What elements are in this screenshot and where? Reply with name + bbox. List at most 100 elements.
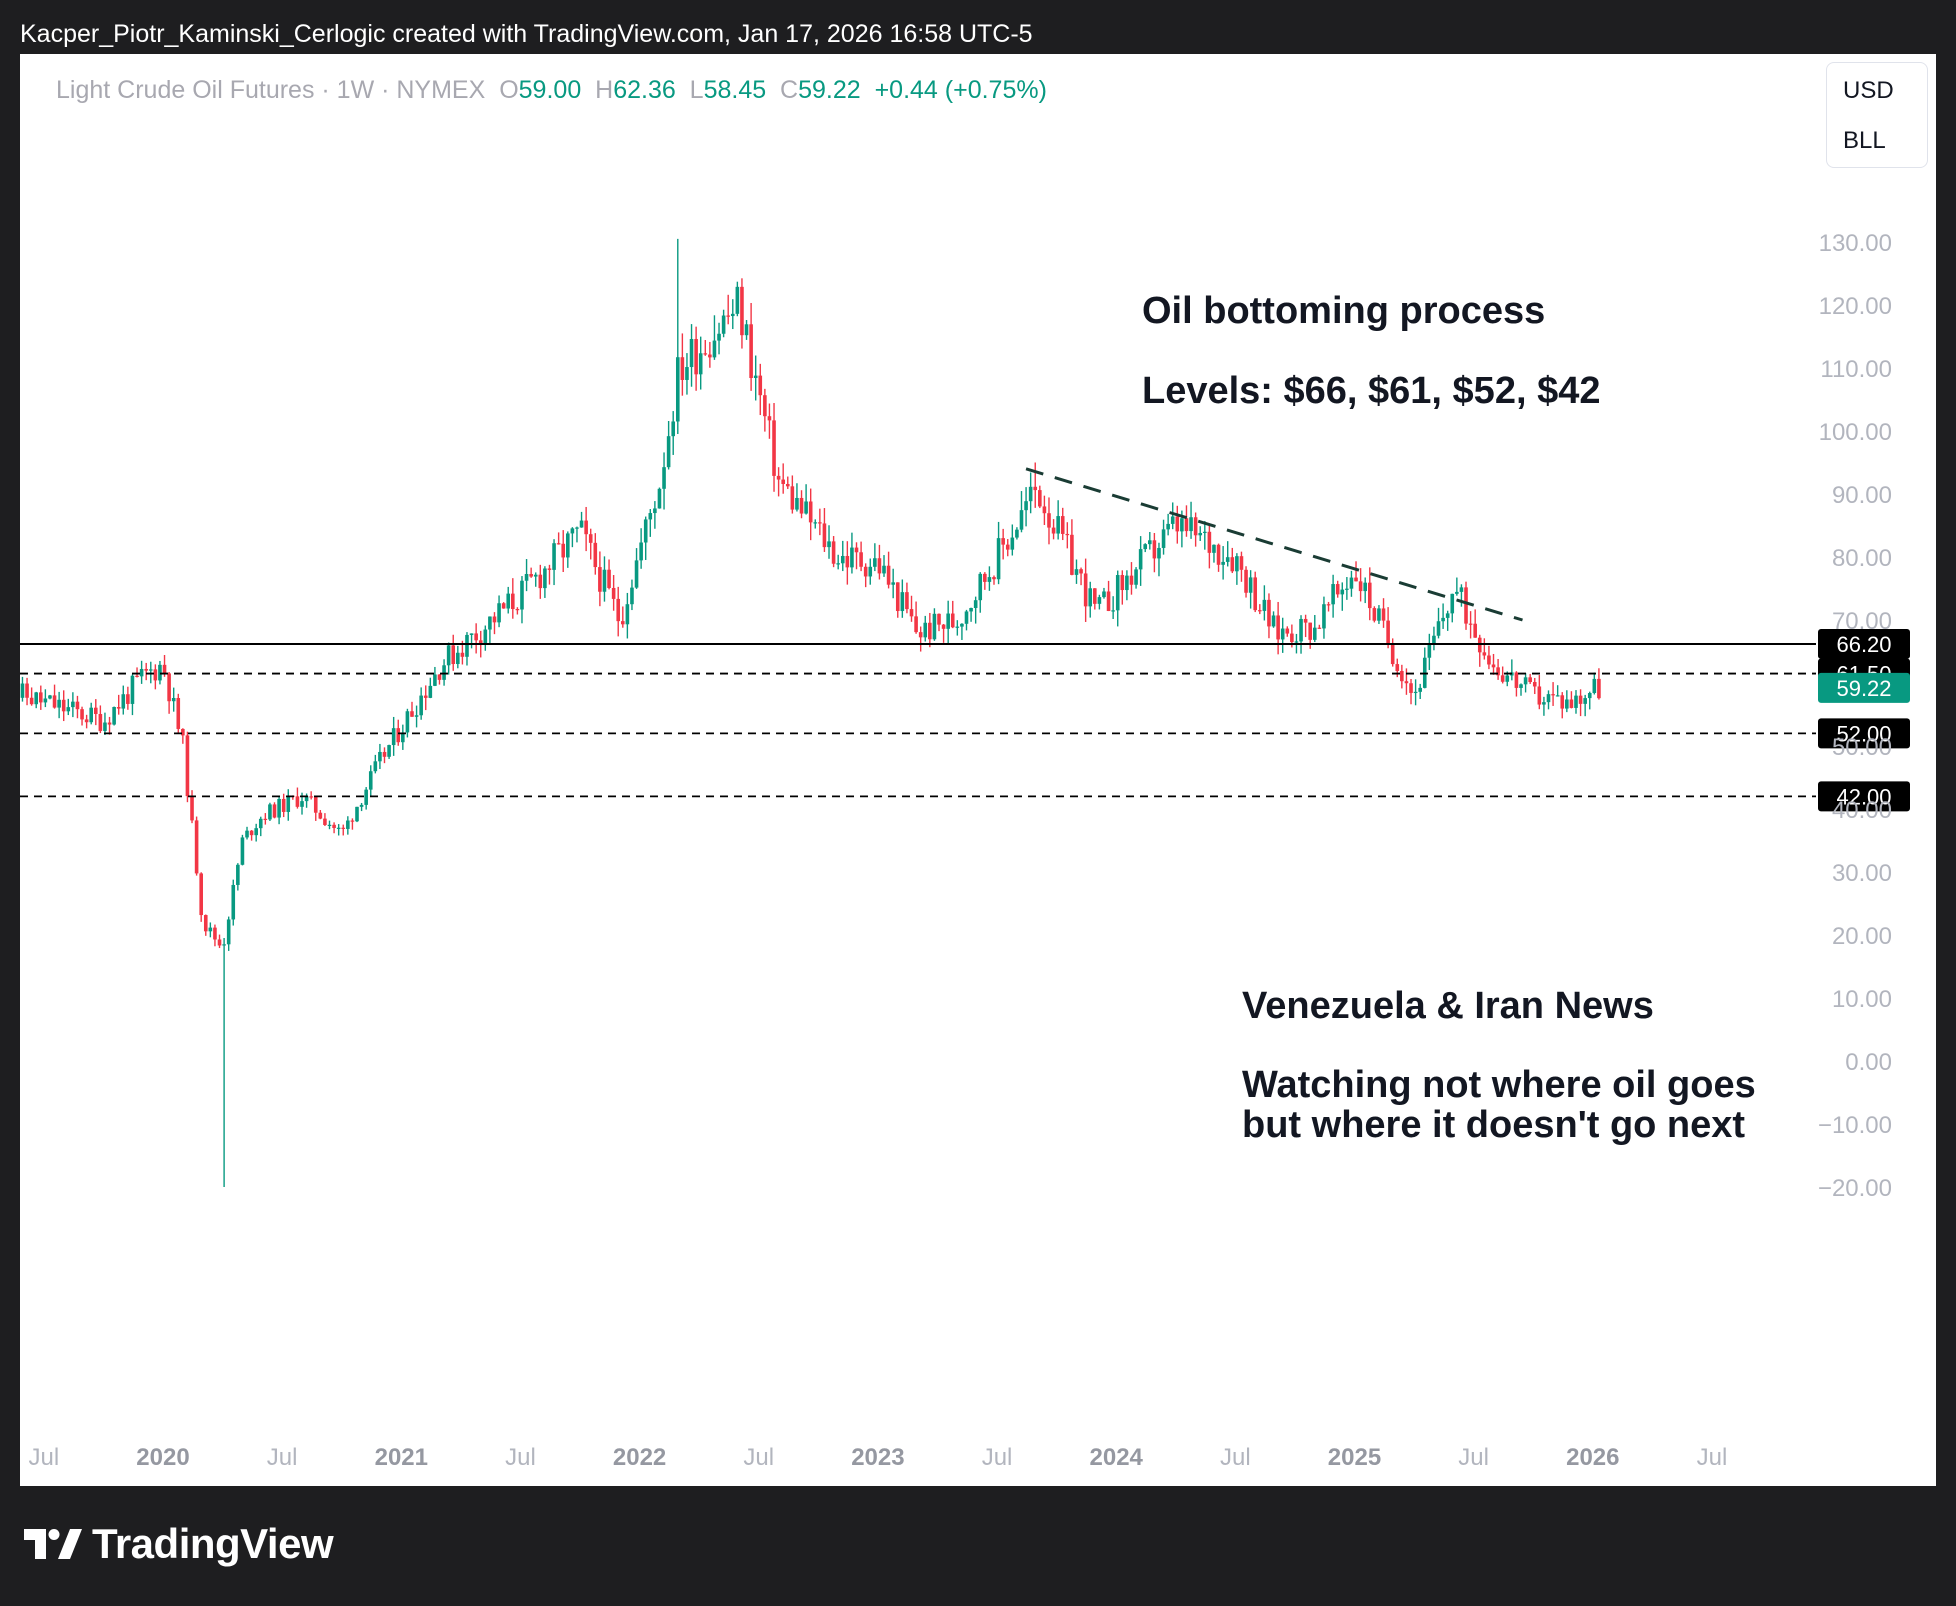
candle-body [1345, 588, 1349, 590]
candle-body [1143, 544, 1148, 550]
x-tick-label: Jul [267, 1444, 298, 1471]
x-tick-label: 2023 [851, 1444, 904, 1471]
y-tick-label: 30.00 [1832, 860, 1892, 887]
candle-body [1024, 501, 1028, 511]
candle-body [946, 613, 950, 629]
candle-body [1253, 577, 1258, 611]
candle-body [836, 563, 840, 565]
candle-body [730, 313, 735, 317]
candle-body [1070, 534, 1074, 575]
candle-body [1322, 604, 1326, 629]
candle-body [190, 796, 194, 821]
currency-usd[interactable]: USD [1843, 77, 1894, 104]
candle-body [410, 711, 414, 717]
candle-body [478, 640, 483, 644]
candle-body [1221, 561, 1225, 565]
candle-body [570, 528, 575, 534]
candle-body [1088, 588, 1093, 607]
candle-body [877, 558, 882, 574]
candle-body [698, 353, 703, 375]
x-tick-label: 2022 [613, 1444, 666, 1471]
candle-body [1400, 671, 1404, 682]
candle-body [401, 732, 405, 743]
candle-body [675, 357, 680, 422]
candle-body [1028, 486, 1033, 502]
candle-body [57, 699, 61, 708]
candle-body [831, 541, 836, 564]
candle-body [1565, 699, 1569, 709]
candle-body [1129, 575, 1134, 585]
currency-unit-selector[interactable]: USD BLL [1826, 62, 1928, 168]
candle-body [1125, 575, 1129, 591]
low-value: 58.45 [703, 76, 767, 104]
unit-bll[interactable]: BLL [1843, 127, 1886, 154]
candle-body [524, 574, 529, 581]
candle-body [657, 488, 662, 509]
candle-body [277, 798, 281, 818]
candle-body [236, 864, 240, 885]
candle-body [1519, 684, 1523, 688]
candle-body [318, 812, 323, 819]
candle-body [937, 613, 941, 625]
candle-body [547, 568, 552, 570]
candle-body [625, 604, 630, 625]
candle-body [689, 338, 694, 368]
candle-body [1537, 686, 1542, 705]
candle-body [1542, 702, 1546, 705]
candle-body [1060, 516, 1065, 534]
candle-body [914, 616, 918, 633]
candle-body [1312, 627, 1317, 640]
candle-body [1262, 599, 1267, 611]
candle-body [1148, 540, 1152, 545]
candle-body [492, 616, 497, 623]
level-tag [1818, 718, 1910, 749]
candle-body [396, 728, 401, 743]
low-label: L [689, 76, 704, 104]
candle-body [620, 621, 625, 625]
candle-body [584, 520, 588, 535]
candle-body [346, 820, 350, 829]
candle-body [1065, 533, 1070, 536]
candle-body [378, 751, 382, 762]
candle-body [1079, 569, 1083, 574]
candle-body [1496, 667, 1500, 676]
candle-body [1473, 623, 1477, 638]
candle-body [1427, 643, 1432, 658]
candle-body [1138, 549, 1143, 570]
candle-body [602, 569, 607, 592]
candle-body [1102, 591, 1106, 598]
candle-body [1290, 633, 1294, 643]
candle-body [520, 580, 524, 610]
candle-body [359, 804, 364, 807]
change-value: +0.44 (+0.75%) [874, 76, 1047, 104]
candle-body [304, 796, 309, 802]
close-label: C [780, 76, 799, 104]
candle-body [781, 479, 785, 484]
symbol-legend: Light Crude Oil Futures · 1W · NYMEX O59… [56, 76, 1047, 105]
candle-body [960, 623, 964, 627]
candle-body [533, 574, 538, 577]
candle-body [501, 603, 506, 609]
y-tick-label: −20.00 [1818, 1175, 1892, 1202]
x-tick-label: Jul [743, 1444, 774, 1471]
candle-body [112, 707, 116, 725]
candle-body [258, 818, 263, 829]
x-tick-label: 2026 [1566, 1444, 1619, 1471]
candle-body [295, 796, 300, 807]
level-tag-label: 66.20 [1836, 632, 1891, 657]
candle-body [1409, 683, 1413, 693]
candle-body [1299, 618, 1303, 642]
x-tick-label: 2024 [1090, 1444, 1144, 1471]
candle-body [703, 353, 708, 355]
candle-body [1189, 517, 1193, 532]
y-tick-label: 0.00 [1845, 1049, 1892, 1076]
candle-body [795, 497, 799, 510]
candle-body [1532, 682, 1537, 687]
candle-body [804, 501, 808, 514]
candle-body [1331, 584, 1335, 605]
candle-body [419, 695, 423, 716]
candle-body [671, 421, 676, 437]
candle-body [474, 633, 478, 641]
